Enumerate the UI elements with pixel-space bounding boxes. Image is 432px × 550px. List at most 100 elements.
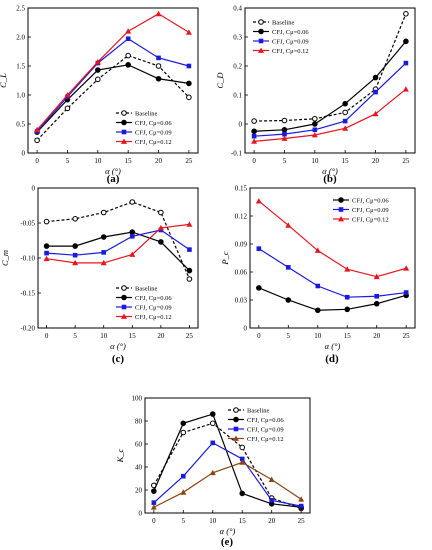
data-point	[281, 135, 288, 141]
data-point	[129, 229, 136, 235]
data-point	[158, 239, 164, 245]
x-tick-label: 0	[35, 157, 39, 165]
legend-label: CFJ, Cμ=0.06	[247, 417, 284, 424]
data-point	[101, 250, 107, 255]
legend-label: CFJ, Cμ=0.06	[272, 29, 309, 36]
data-point	[239, 459, 246, 465]
x-tick-label: 15	[342, 157, 350, 165]
data-point	[186, 63, 192, 69]
series-3	[251, 86, 409, 144]
data-point	[372, 74, 379, 81]
panel-b: 0 5 10 15 20 25 -0.1 0 0.1 0.2 0.3 0.4 α (°) C_D Basel…	[215, 5, 416, 176]
legend-marker	[338, 216, 344, 222]
data-point	[209, 411, 216, 417]
data-point	[312, 127, 318, 133]
data-point	[72, 259, 79, 266]
series-line	[258, 287, 407, 311]
data-point	[209, 420, 216, 427]
x-axis-label: α (°)	[325, 341, 341, 351]
x-tick-label: 5	[73, 332, 77, 340]
legend-label: CFJ, Cμ=0.09	[135, 305, 172, 312]
series-1	[251, 38, 409, 135]
panel-label: (c)	[112, 353, 125, 365]
legend: Baseline CFJ, Cμ=0.06 CFJ, Cμ=0.09 CFJ, Cμ=…	[228, 407, 284, 443]
data-point	[373, 273, 380, 280]
y-tick-label: 2.0	[16, 34, 25, 42]
legend-label: Baseline	[135, 286, 157, 293]
series-2	[251, 60, 409, 139]
data-point	[158, 209, 164, 216]
data-point	[150, 504, 157, 510]
data-point	[44, 250, 49, 256]
x-tick-label: 0	[45, 332, 49, 340]
series-line	[46, 231, 190, 272]
series-0	[43, 199, 193, 282]
y-tick-label: 0	[244, 325, 248, 333]
data-point	[72, 216, 78, 222]
x-tick-label: 25	[298, 517, 306, 525]
data-point	[372, 110, 379, 117]
data-point	[342, 118, 348, 124]
series-line	[46, 229, 190, 256]
legend-marker	[121, 294, 127, 301]
data-point	[186, 94, 192, 101]
data-point	[100, 259, 107, 266]
data-point	[64, 92, 71, 98]
legend-marker	[233, 435, 239, 441]
data-point	[72, 252, 78, 258]
legend: Baseline CFJ, Cμ=0.06 CFJ, Cμ=0.09 CFJ, Cμ=…	[116, 110, 172, 146]
series-2	[255, 198, 410, 280]
data-point	[186, 267, 193, 274]
y-tick-label: 0.12	[235, 213, 248, 221]
data-point	[151, 500, 157, 505]
x-axis-label: α (°)	[105, 166, 121, 176]
legend-marker	[121, 313, 127, 319]
data-point	[186, 276, 193, 282]
legend-label: CFJ, Cμ=0.12	[247, 436, 284, 443]
data-point	[155, 75, 162, 82]
x-tick-label: 20	[155, 157, 163, 165]
legend-marker	[121, 285, 127, 291]
data-point	[403, 265, 410, 271]
data-point	[315, 283, 321, 289]
series-line	[36, 54, 190, 141]
x-tick-label: 20	[268, 517, 276, 525]
data-point	[100, 234, 107, 240]
series-0	[251, 11, 409, 124]
series-2	[151, 440, 304, 509]
data-point	[100, 209, 107, 216]
data-point	[403, 60, 409, 66]
y-tick-label: 0.3	[233, 34, 242, 42]
data-point	[286, 265, 291, 270]
x-tick-label: 20	[157, 332, 165, 340]
legend-label: CFJ, Cμ=0.06	[352, 198, 389, 205]
data-point	[402, 86, 409, 92]
plot-frame	[249, 187, 416, 329]
y-tick-label: -0.15	[20, 290, 35, 298]
y-tick-label: 1.0	[16, 92, 25, 100]
y-tick-label: 0	[22, 150, 26, 158]
y-axis-label: K_c	[115, 448, 125, 463]
data-point	[268, 476, 275, 483]
y-tick-label: 0.06	[235, 269, 248, 277]
legend-marker	[233, 407, 239, 413]
series-line	[36, 38, 190, 132]
series-3	[150, 459, 305, 510]
data-point	[34, 137, 40, 144]
plot-frame	[144, 397, 311, 514]
data-point	[209, 469, 216, 476]
data-point	[125, 28, 132, 34]
data-point	[373, 89, 378, 95]
x-tick-label: 5	[182, 517, 186, 525]
panel-label: (e)	[221, 536, 234, 548]
x-tick-label: 5	[66, 157, 70, 165]
x-tick-label: 5	[287, 332, 291, 340]
legend: Baseline CFJ, Cμ=0.06 CFJ, Cμ=0.09 CFJ, Cμ=…	[116, 285, 172, 321]
x-tick-label: 0	[252, 157, 256, 165]
data-point	[34, 126, 41, 133]
legend-marker	[338, 207, 344, 212]
legend-marker	[258, 19, 264, 25]
data-point	[64, 105, 71, 112]
legend-marker	[121, 304, 127, 310]
legend-marker	[233, 416, 239, 423]
